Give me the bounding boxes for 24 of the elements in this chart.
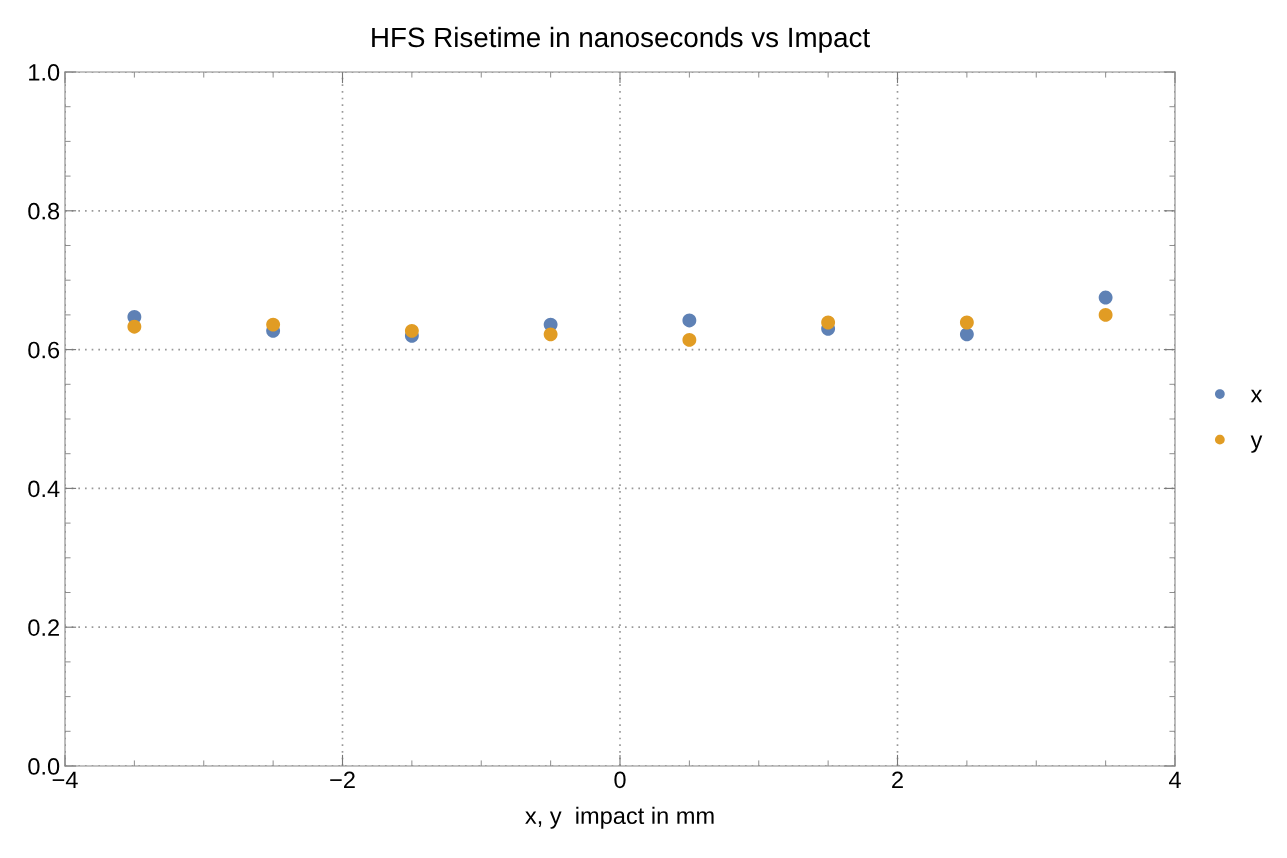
- point: [959, 315, 974, 330]
- point: [682, 332, 697, 347]
- y-tick-label: 0.4: [28, 480, 60, 498]
- point: [1098, 290, 1113, 305]
- x-tick-label: 0: [614, 771, 626, 789]
- point: [127, 319, 142, 334]
- y-tick-label: 0.6: [28, 341, 60, 359]
- x-tick-label: 4: [1168, 771, 1181, 788]
- y-tick-label: 1.0: [29, 64, 60, 81]
- point: [682, 313, 697, 328]
- point: [266, 317, 281, 332]
- y-tick-label: 0.2: [28, 619, 59, 636]
- point: [821, 315, 836, 330]
- point: [959, 327, 974, 342]
- y-tick-label: 0.8: [28, 202, 60, 220]
- x-tick-label: 2: [892, 771, 903, 788]
- x-tick-label: −2: [330, 771, 355, 788]
- legend-label: y: [1250, 435, 1263, 453]
- point: [1098, 307, 1113, 322]
- legend-label: x: [1250, 389, 1263, 403]
- point: [404, 323, 419, 338]
- x-axis-title: x, y impact in mm: [525, 806, 714, 829]
- point: [543, 327, 558, 342]
- chart-title: HFS Risetime in nanoseconds vs Impact: [372, 26, 870, 53]
